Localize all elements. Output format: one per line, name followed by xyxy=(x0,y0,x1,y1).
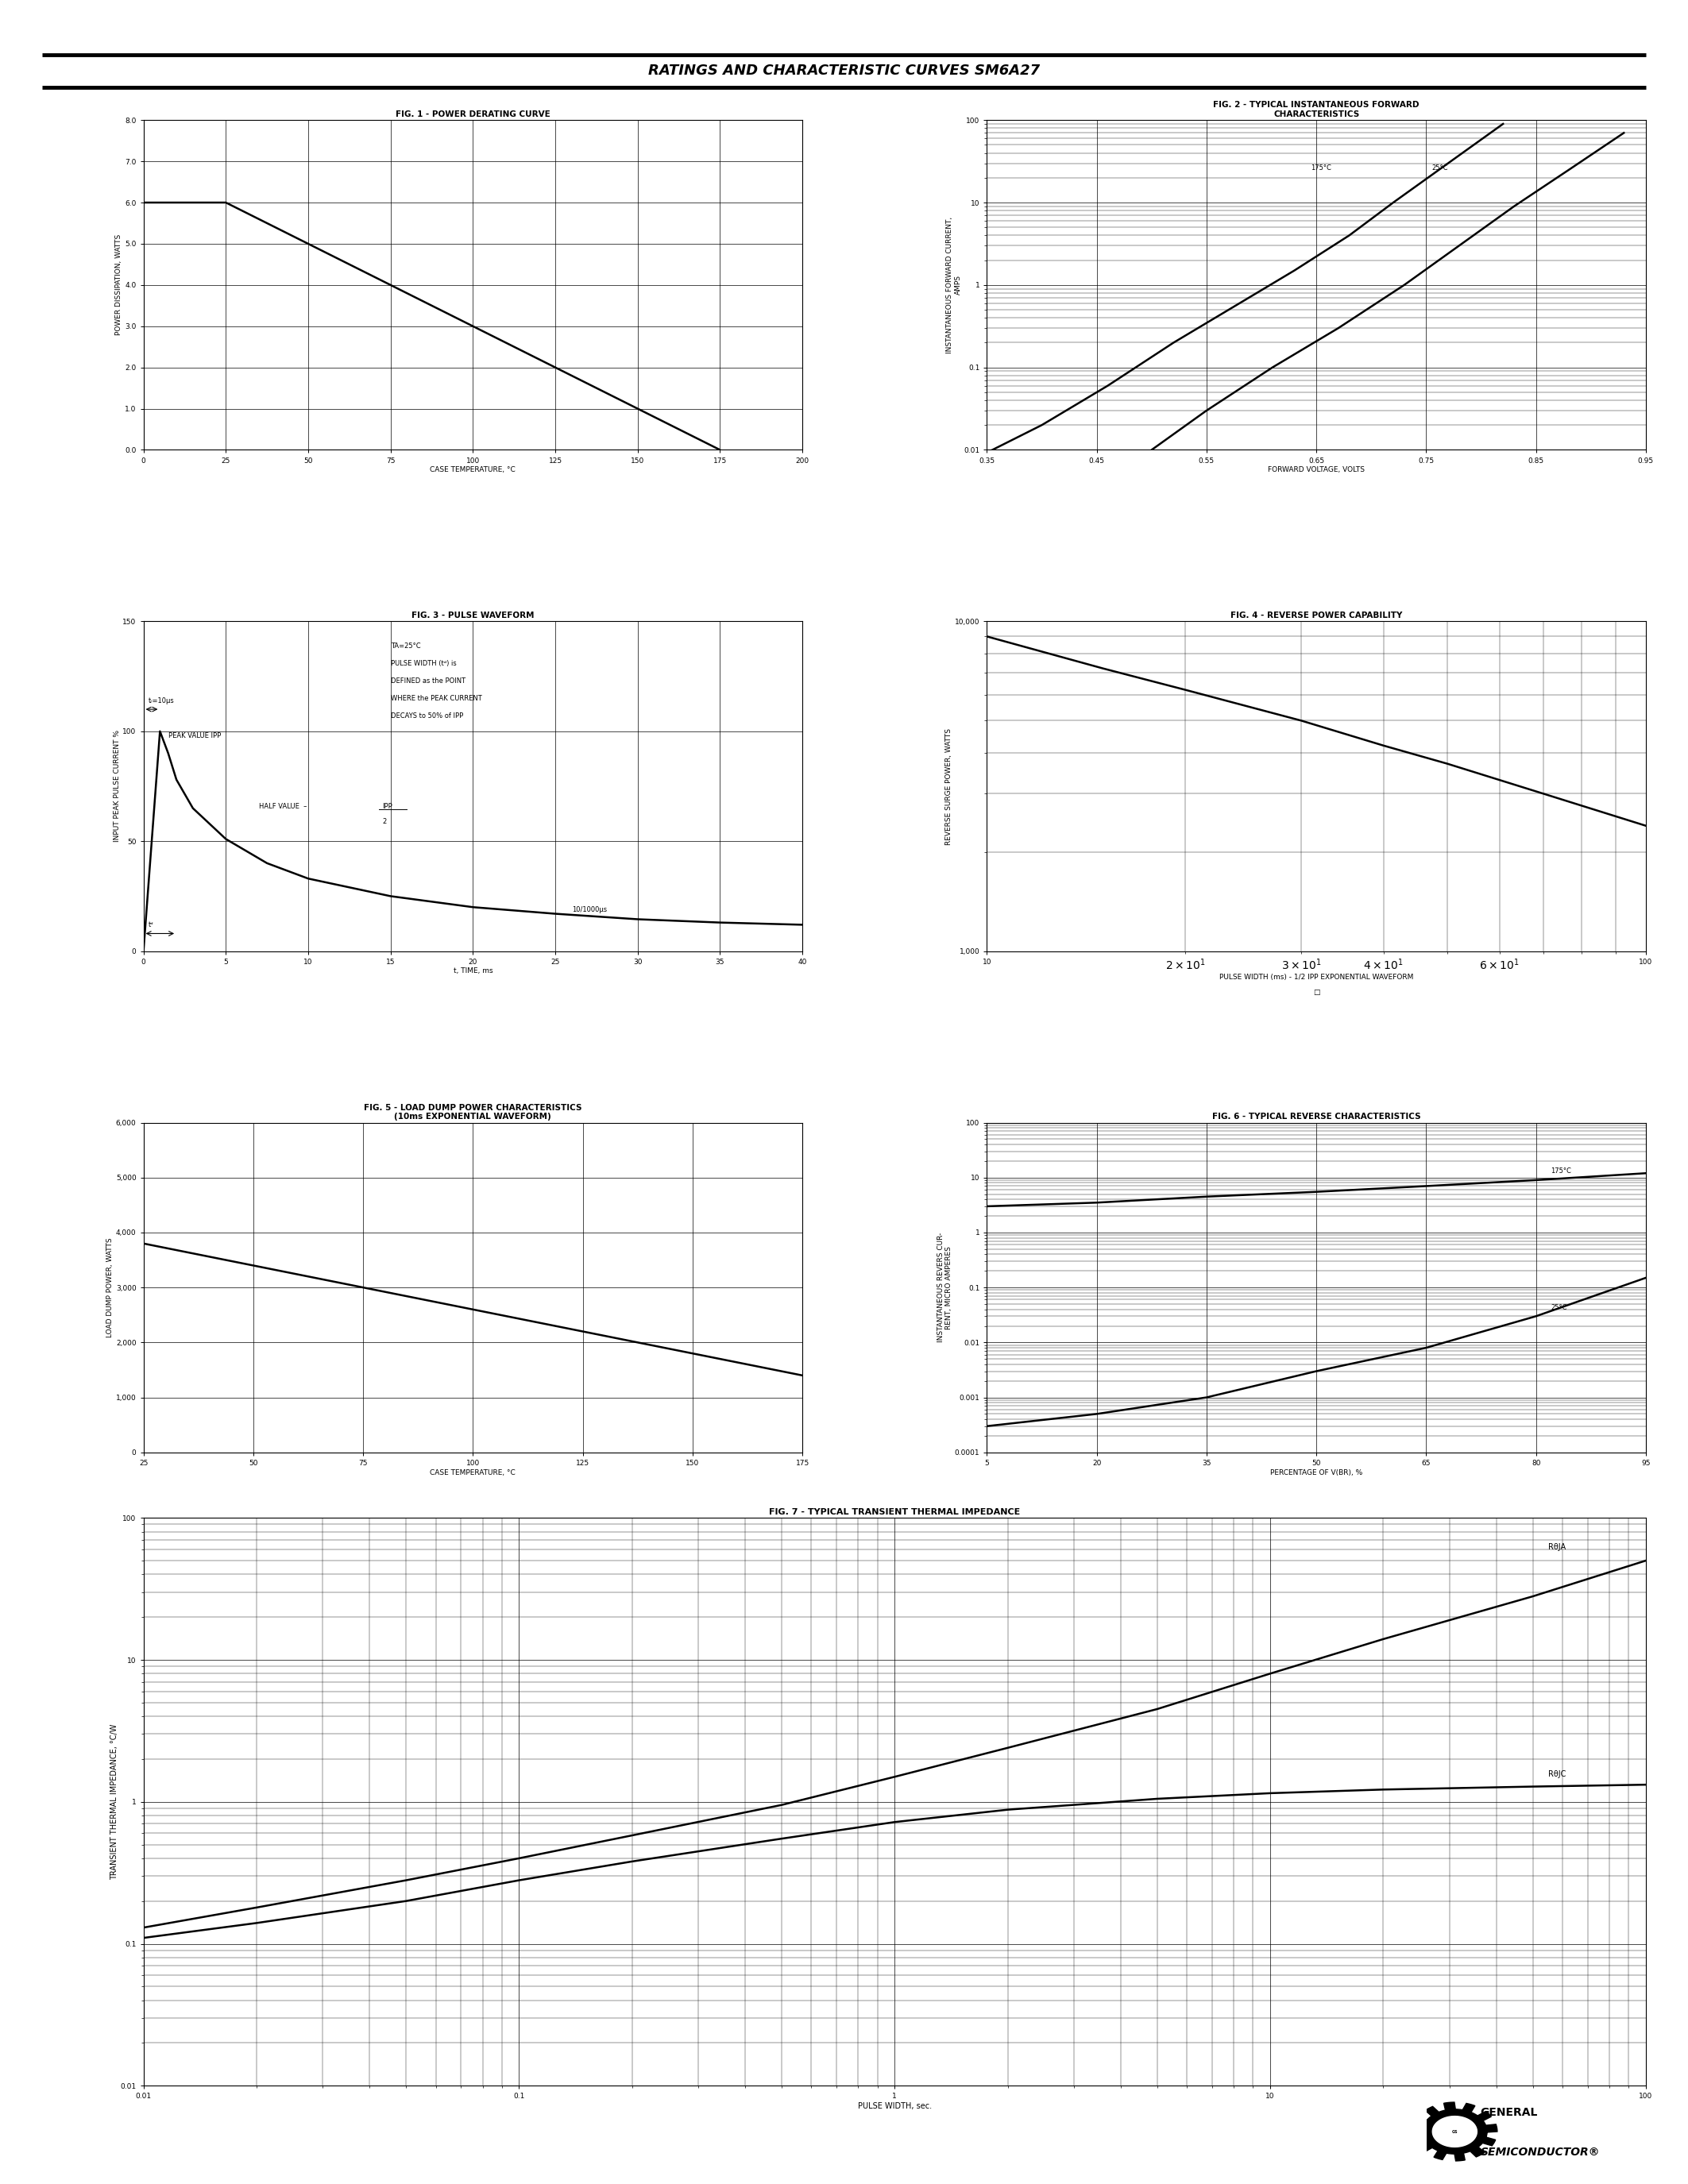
X-axis label: PULSE WIDTH (ms) - 1/2 IPP EXPONENTIAL WAVEFORM: PULSE WIDTH (ms) - 1/2 IPP EXPONENTIAL W… xyxy=(1219,974,1413,981)
Text: 25°C: 25°C xyxy=(1551,1304,1566,1310)
Y-axis label: LOAD DUMP POWER, WATTS: LOAD DUMP POWER, WATTS xyxy=(106,1238,113,1337)
Title: FIG. 7 - TYPICAL TRANSIENT THERMAL IMPEDANCE: FIG. 7 - TYPICAL TRANSIENT THERMAL IMPED… xyxy=(770,1509,1020,1516)
Text: RθJA: RθJA xyxy=(1548,1544,1566,1551)
Text: GENERAL: GENERAL xyxy=(1480,2108,1538,2118)
Y-axis label: POWER DISSIPATION, WATTS: POWER DISSIPATION, WATTS xyxy=(115,234,123,336)
Text: 175°C: 175°C xyxy=(1312,164,1332,170)
Text: GS: GS xyxy=(1452,2129,1458,2134)
Text: DEFINED as the POINT: DEFINED as the POINT xyxy=(390,677,466,684)
Title: FIG. 5 - LOAD DUMP POWER CHARACTERISTICS
(10ms EXPONENTIAL WAVEFORM): FIG. 5 - LOAD DUMP POWER CHARACTERISTICS… xyxy=(365,1103,582,1120)
Y-axis label: INPUT PEAK PULSE CURRENT %: INPUT PEAK PULSE CURRENT % xyxy=(113,729,120,843)
Y-axis label: REVERSE SURGE POWER, WATTS: REVERSE SURGE POWER, WATTS xyxy=(945,727,952,845)
Y-axis label: TRANSIENT THERMAL IMPEDANCE, °C/W: TRANSIENT THERMAL IMPEDANCE, °C/W xyxy=(110,1723,118,1880)
Text: □: □ xyxy=(1313,989,1320,996)
X-axis label: CASE TEMPERATURE, °C: CASE TEMPERATURE, °C xyxy=(430,1470,517,1476)
Text: tᵈ: tᵈ xyxy=(149,922,154,928)
Text: IPP: IPP xyxy=(383,804,393,810)
X-axis label: t, TIME, ms: t, TIME, ms xyxy=(452,968,493,974)
Text: TA=25°C: TA=25°C xyxy=(390,642,420,649)
Title: FIG. 1 - POWER DERATING CURVE: FIG. 1 - POWER DERATING CURVE xyxy=(395,111,550,118)
Text: PULSE WIDTH (tᵈ) is: PULSE WIDTH (tᵈ) is xyxy=(390,660,456,666)
Title: FIG. 6 - TYPICAL REVERSE CHARACTERISTICS: FIG. 6 - TYPICAL REVERSE CHARACTERISTICS xyxy=(1212,1114,1421,1120)
Text: SEMICONDUCTOR®: SEMICONDUCTOR® xyxy=(1480,2147,1600,2158)
Text: tᵣ=10μs: tᵣ=10μs xyxy=(149,697,174,703)
Text: RθJC: RθJC xyxy=(1548,1771,1566,1778)
Text: RATINGS AND CHARACTERISTIC CURVES SM6A27: RATINGS AND CHARACTERISTIC CURVES SM6A27 xyxy=(648,63,1040,79)
Text: PEAK VALUE IPP: PEAK VALUE IPP xyxy=(169,732,221,740)
Title: FIG. 2 - TYPICAL INSTANTANEOUS FORWARD
CHARACTERISTICS: FIG. 2 - TYPICAL INSTANTANEOUS FORWARD C… xyxy=(1214,100,1420,118)
Text: 2: 2 xyxy=(383,819,387,826)
Text: DECAYS to 50% of IPP: DECAYS to 50% of IPP xyxy=(390,712,463,721)
X-axis label: PULSE WIDTH, sec.: PULSE WIDTH, sec. xyxy=(858,2103,932,2110)
Title: FIG. 3 - PULSE WAVEFORM: FIG. 3 - PULSE WAVEFORM xyxy=(412,612,535,620)
Y-axis label: INSTANTANEOUS FORWARD CURRENT,
AMPS: INSTANTANEOUS FORWARD CURRENT, AMPS xyxy=(945,216,962,354)
X-axis label: PERCENTAGE OF V(BR), %: PERCENTAGE OF V(BR), % xyxy=(1269,1470,1362,1476)
Y-axis label: INSTANTANEOUS REVERS CUR-
RENT, MICRO AMPERES: INSTANTANEOUS REVERS CUR- RENT, MICRO AM… xyxy=(937,1232,952,1343)
Polygon shape xyxy=(1413,2103,1497,2160)
X-axis label: CASE TEMPERATURE, °C: CASE TEMPERATURE, °C xyxy=(430,467,517,474)
Text: WHERE the PEAK CURRENT: WHERE the PEAK CURRENT xyxy=(390,695,481,701)
Polygon shape xyxy=(1433,2116,1477,2147)
Text: 175°C: 175°C xyxy=(1551,1168,1572,1175)
X-axis label: FORWARD VOLTAGE, VOLTS: FORWARD VOLTAGE, VOLTS xyxy=(1268,467,1366,474)
Text: 10/1000μs: 10/1000μs xyxy=(572,906,606,913)
Text: 25°C: 25°C xyxy=(1431,164,1448,170)
Text: HALF VALUE  –: HALF VALUE – xyxy=(258,804,307,810)
Title: FIG. 4 - REVERSE POWER CAPABILITY: FIG. 4 - REVERSE POWER CAPABILITY xyxy=(1231,612,1403,620)
